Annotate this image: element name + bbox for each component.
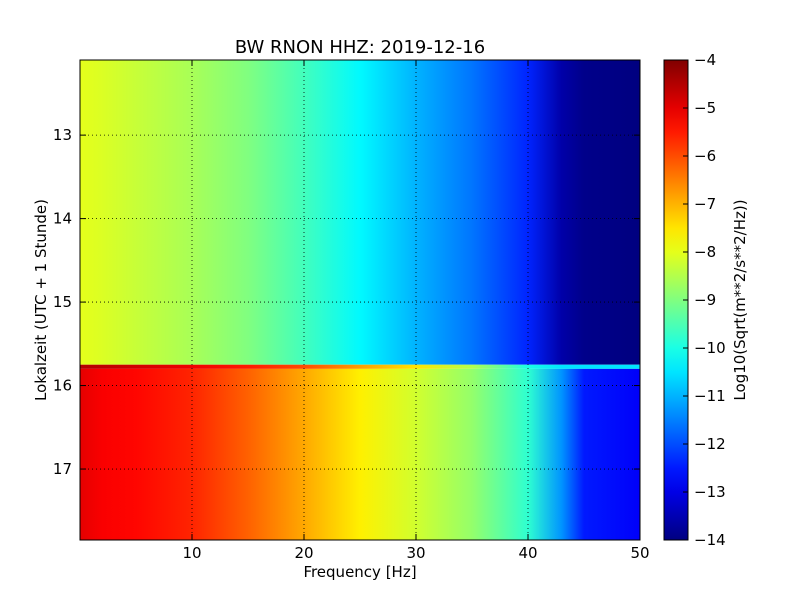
heatmap-cells	[80, 60, 640, 540]
colorbar-tick-label: −12	[694, 435, 726, 453]
colorbar-tick-label: −6	[694, 147, 716, 165]
colorbar-tick-label: −7	[694, 195, 716, 213]
colorbar-tick-label: −14	[694, 531, 726, 549]
colorbar-tick-label: −4	[694, 51, 716, 69]
y-tick-label: 14	[53, 210, 72, 228]
heatmap-band	[80, 60, 640, 365]
colorbar-ticks: −4 −5 −6 −7 −8 −9 −10 −11 −12 −13 −14	[683, 51, 726, 549]
x-tick-label: 40	[518, 544, 537, 562]
plot-frame	[79, 59, 641, 541]
colorbar-tick-label: −13	[694, 483, 726, 501]
y-axis-ticks: 13 14 15 16 17	[53, 126, 640, 478]
colorbar-label: Log10(Sqrt(m**2/s**2/Hz))	[731, 199, 749, 400]
y-tick-label: 16	[53, 377, 72, 395]
colorbar-tick-label: −9	[694, 291, 716, 309]
x-tick-label: 20	[294, 544, 313, 562]
x-tick-label: 50	[630, 544, 649, 562]
x-axis-ticks: 10 20 30 40 50	[182, 60, 650, 562]
colorbar-tick-label: −11	[694, 387, 726, 405]
chart-title: BW RNON HHZ: 2019-12-16	[235, 37, 485, 58]
x-tick-label: 10	[182, 544, 201, 562]
y-axis-label: Lokalzeit (UTC + 1 Stunde)	[32, 199, 50, 401]
colorbar-tick-label: −5	[694, 99, 716, 117]
y-tick-label: 15	[53, 293, 72, 311]
x-tick-label: 30	[406, 544, 425, 562]
y-tick-label: 17	[53, 460, 72, 478]
grid-lines	[80, 60, 640, 540]
heatmap-band	[80, 364, 640, 369]
colorbar-tick-label: −8	[694, 243, 716, 261]
colorbar-tick-label: −10	[694, 339, 726, 357]
x-axis-label: Frequency [Hz]	[303, 563, 416, 581]
heatmap-band	[80, 368, 640, 540]
y-tick-label: 13	[53, 126, 72, 144]
